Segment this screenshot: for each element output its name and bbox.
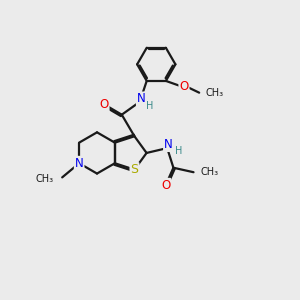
Text: H: H <box>175 146 182 156</box>
Text: O: O <box>161 179 170 192</box>
Text: CH₃: CH₃ <box>206 88 224 98</box>
Text: N: N <box>75 157 83 170</box>
Text: H: H <box>146 101 154 111</box>
Text: O: O <box>179 80 189 93</box>
Text: N: N <box>137 92 146 105</box>
Text: O: O <box>99 98 109 111</box>
Text: CH₃: CH₃ <box>36 174 54 184</box>
Text: S: S <box>130 163 139 176</box>
Text: N: N <box>164 138 173 151</box>
Text: CH₃: CH₃ <box>201 167 219 177</box>
